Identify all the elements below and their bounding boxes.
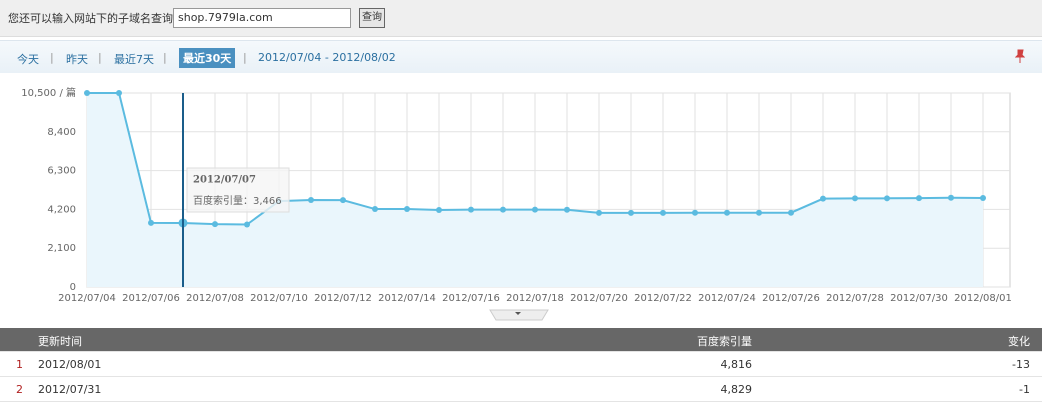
tooltip-label: 百度索引量： bbox=[193, 194, 253, 207]
tooltip-title: 2012/07/07 bbox=[193, 175, 256, 186]
pin-icon[interactable] bbox=[1015, 49, 1025, 63]
table-header: 更新时间 百度索引量 变化 bbox=[0, 328, 1042, 352]
point bbox=[116, 90, 122, 96]
x-tick-label: 2012/07/12 bbox=[314, 293, 372, 304]
point bbox=[468, 206, 474, 213]
search-button[interactable]: 查询 bbox=[359, 8, 385, 28]
separator: | bbox=[50, 51, 54, 64]
point bbox=[884, 195, 890, 202]
point bbox=[148, 219, 154, 226]
point bbox=[692, 209, 698, 216]
x-tick-label: 2012/07/04 bbox=[58, 293, 116, 304]
x-tick-label: 2012/07/06 bbox=[122, 293, 180, 304]
search-bar: 您还可以输入网站下的子域名查询： shop.7979la.com 查询 bbox=[0, 0, 1042, 37]
x-tick-label: 2012/07/14 bbox=[378, 293, 436, 304]
point bbox=[404, 206, 410, 213]
y-tick-label: 10,500 / 篇 bbox=[21, 86, 76, 99]
tab[interactable]: 昨天 bbox=[66, 53, 88, 66]
point bbox=[756, 209, 762, 216]
expand-arrow bbox=[515, 312, 521, 315]
expand-handle bbox=[489, 309, 549, 321]
cell: 4,829 bbox=[720, 383, 753, 396]
point bbox=[628, 209, 634, 216]
point bbox=[788, 209, 794, 216]
point bbox=[852, 195, 858, 202]
y-tick-label: 4,200 bbox=[47, 204, 76, 215]
x-tick-label: 2012/07/24 bbox=[698, 293, 756, 304]
cell: -13 bbox=[1012, 358, 1030, 371]
area-fill bbox=[87, 93, 983, 287]
point bbox=[564, 206, 570, 213]
separator: | bbox=[163, 51, 167, 64]
row-index: 2 bbox=[16, 383, 23, 396]
cell: 2012/08/01 bbox=[38, 358, 102, 371]
point bbox=[660, 209, 666, 216]
header-cell: 变化 bbox=[1008, 335, 1030, 348]
y-tick-label: 2,100 bbox=[47, 243, 76, 254]
x-tick-label: 2012/07/22 bbox=[634, 293, 692, 304]
cell: 2012/07/31 bbox=[38, 383, 102, 396]
point bbox=[980, 195, 986, 202]
tab-active[interactable]: 最近30天 bbox=[179, 48, 236, 68]
x-tick-label: 2012/07/08 bbox=[186, 293, 244, 304]
cell: 4,816 bbox=[720, 358, 753, 371]
chart: 0 2,100 4,200 6,300 8,400 10,500 / 篇 2012/07/0… bbox=[21, 86, 1012, 321]
point bbox=[724, 209, 730, 216]
y-tick-label: 6,300 bbox=[47, 166, 76, 177]
x-tick-label: 2012/07/20 bbox=[570, 293, 628, 304]
y-tick-label: 8,400 bbox=[47, 127, 76, 138]
point bbox=[532, 206, 538, 213]
search-label: 您还可以输入网站下的子域名查询： bbox=[8, 12, 184, 25]
point bbox=[948, 194, 954, 201]
header-cell: 更新时间 bbox=[38, 335, 82, 348]
row-index: 1 bbox=[16, 358, 23, 371]
point bbox=[372, 206, 378, 213]
tab-bar: 今天 | 昨天 | 最近7天 | 最近30天 | 2012/07/04 - 20… bbox=[0, 40, 1042, 73]
point bbox=[820, 195, 826, 202]
point bbox=[308, 196, 314, 203]
point bbox=[436, 206, 442, 213]
y-tick-label: 0 bbox=[70, 282, 76, 293]
point bbox=[340, 197, 346, 204]
separator: | bbox=[243, 51, 247, 64]
tab[interactable]: 今天 bbox=[17, 53, 39, 66]
x-tick-label: 2012/08/01 bbox=[954, 293, 1012, 304]
point bbox=[916, 195, 922, 202]
tooltip-box bbox=[186, 167, 290, 213]
date-range: 2012/07/04 - 2012/08/02 bbox=[258, 51, 396, 64]
x-tick-label: 2012/07/26 bbox=[762, 293, 820, 304]
x-tick-label: 2012/07/10 bbox=[250, 293, 308, 304]
data-table: 更新时间 百度索引量 变化 1 2012/08/01 4,816 -13 2 2… bbox=[0, 328, 1042, 402]
header-cell: 百度索引量 bbox=[697, 335, 752, 348]
x-tick-label: 2012/07/28 bbox=[826, 293, 884, 304]
point bbox=[244, 221, 250, 228]
x-tick-label: 2012/07/16 bbox=[442, 293, 500, 304]
point bbox=[212, 221, 218, 228]
point bbox=[500, 206, 506, 213]
cell: -1 bbox=[1019, 383, 1030, 396]
point bbox=[596, 209, 602, 216]
point bbox=[84, 90, 90, 96]
tab[interactable]: 最近7天 bbox=[114, 53, 154, 66]
x-tick-label: 2012/07/18 bbox=[506, 293, 564, 304]
x-tick-label: 2012/07/30 bbox=[890, 293, 948, 304]
separator: | bbox=[98, 51, 102, 64]
tooltip-value: 3,466 bbox=[253, 196, 282, 207]
search-input[interactable]: shop.7979la.com bbox=[173, 8, 351, 28]
table-row: 1 2012/08/01 4,816 -13 bbox=[0, 352, 1042, 377]
table-row: 2 2012/07/31 4,829 -1 bbox=[0, 377, 1042, 402]
